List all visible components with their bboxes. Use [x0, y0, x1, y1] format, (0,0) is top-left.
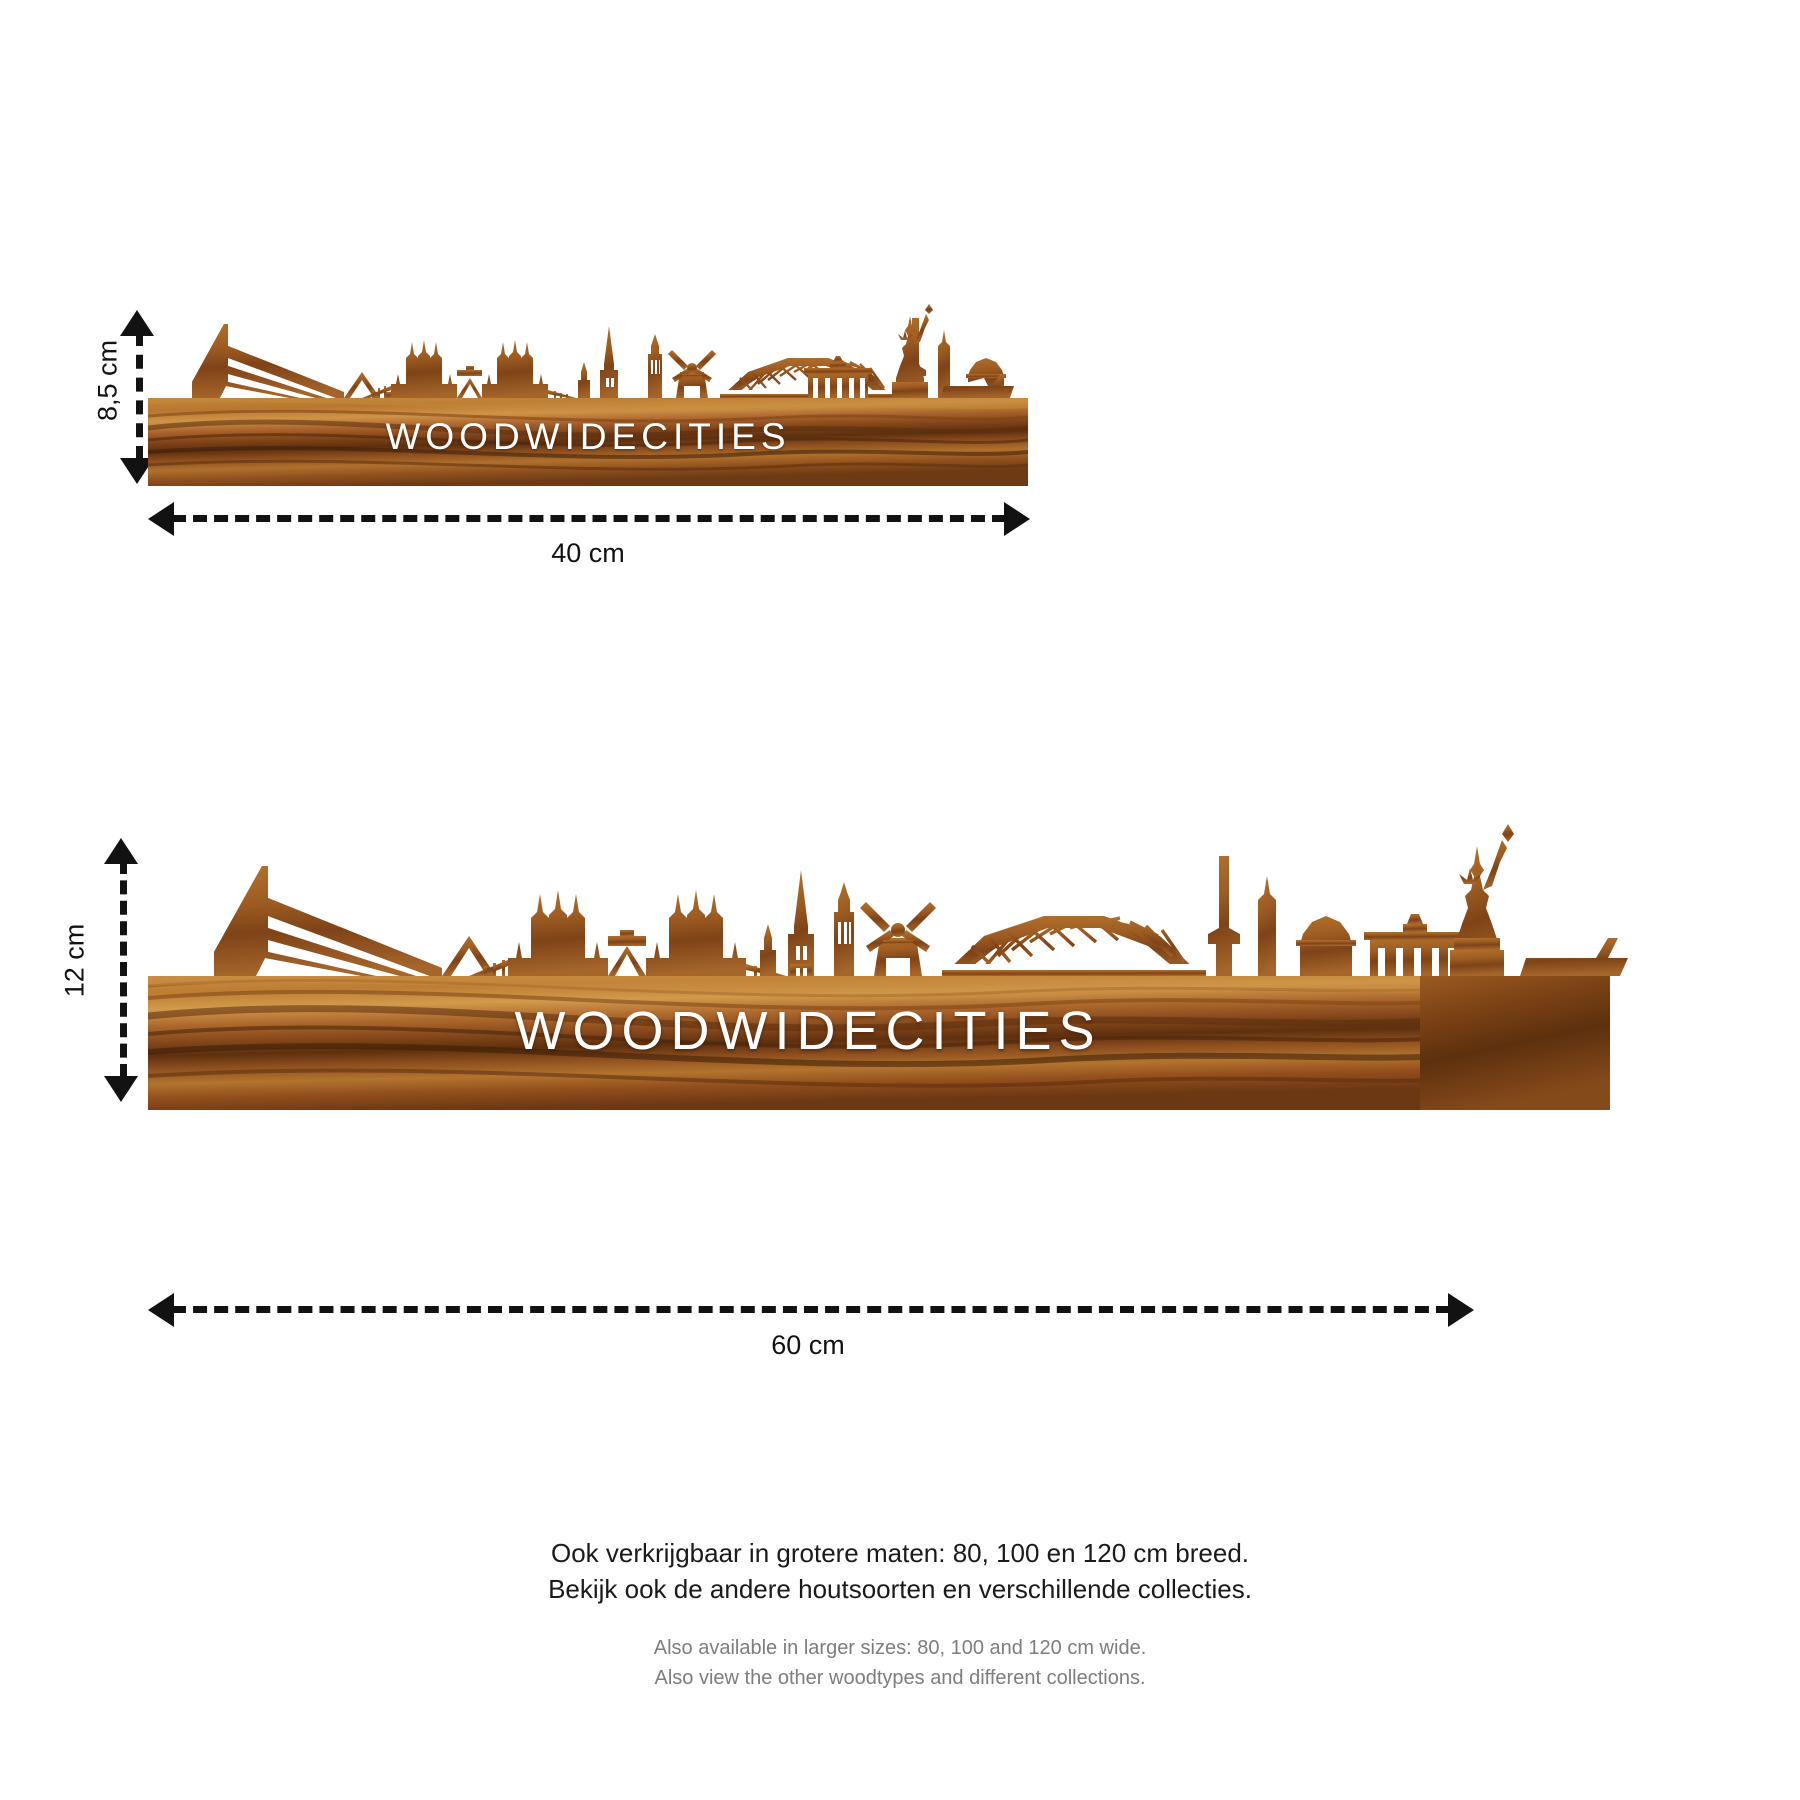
- brand-text-60: WOODWIDECITIES: [148, 1000, 1468, 1062]
- brandenburg-gate-60: [1364, 914, 1466, 976]
- boat-60: [1520, 938, 1628, 976]
- brandenburg-gate-shape-40: [804, 356, 872, 398]
- boat-40: [940, 374, 1014, 398]
- width-label-40: 40 cm: [551, 538, 625, 568]
- statue-of-liberty-40: [892, 304, 933, 398]
- tower-bridge-60: [469, 890, 786, 976]
- width-label-60: 60 cm: [771, 1330, 845, 1360]
- brand-label-60: WOODWIDECITIES: [514, 1001, 1102, 1061]
- skyline-artwork-40: [148, 318, 1028, 486]
- skyline-artwork-60: [148, 856, 1468, 1110]
- plank-40: [148, 398, 1028, 486]
- tower-bridge-40: [362, 340, 576, 398]
- skyline-shapes-60: [214, 856, 1466, 976]
- product-skyline-40: [148, 300, 1028, 486]
- brand-text-40: WOODWIDECITIES: [148, 416, 1028, 458]
- height-label-40: 8,5 cm: [92, 339, 123, 422]
- windmill-40: [668, 350, 716, 398]
- product-skyline-40-right: [148, 300, 1028, 486]
- height-label-60: 12 cm: [59, 923, 90, 998]
- footer-en-line1: Also available in larger sizes: 80, 100 …: [653, 1637, 1147, 1659]
- product-skyline-60-right: [1420, 824, 1720, 1110]
- windmill-60: [860, 902, 936, 976]
- plank-60: [148, 976, 1468, 1110]
- product-skyline-60: [148, 830, 1468, 1110]
- footer-copy: Ook verkrijgbaar in grotere maten: 80, 1…: [0, 1535, 1800, 1693]
- copy-spacer: [0, 1607, 1800, 1633]
- brand-label-40: WOODWIDECITIES: [385, 416, 791, 457]
- footer-nl-line1: Ook verkrijgbaar in grotere maten: 80, 1…: [550, 1538, 1250, 1568]
- arch-bridge-60: [942, 916, 1206, 976]
- statue-of-liberty-60: [1450, 824, 1514, 976]
- footer-en-line2: Also view the other woodtypes and differ…: [654, 1667, 1146, 1689]
- footer-nl-line2: Bekijk ook de andere houtsoorten en vers…: [548, 1574, 1252, 1604]
